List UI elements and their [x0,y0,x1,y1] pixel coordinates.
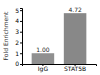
y-tick-label: 1 [15,50,19,57]
y-tick: 1 [15,50,22,57]
y-axis-line [20,9,23,65]
y-tick-label: 2 [15,39,19,46]
y-tick: 3 [15,28,22,35]
y-tick-label: 3 [15,28,19,35]
bar [32,53,55,64]
x-tick: STAT5B [64,64,86,72]
y-tick-label: 4 [15,17,19,24]
x-tick-label: STAT5B [64,65,86,72]
y-tick: 5 [15,7,22,14]
y-tick-mark [20,21,22,22]
x-tick-label: IgG [38,65,49,73]
y-axis-title: Fold Enrichment [2,11,9,60]
plot: 0 1 2 3 4 5 IgG STAT5B 1.00 4.72 [15,6,96,74]
data-label: 1.00 [36,46,50,53]
y-tick: 4 [15,17,22,24]
y-tick: 0 [15,60,22,67]
data-label: 4.72 [68,6,82,13]
y-tick-mark [20,32,22,33]
y-axis: 0 1 2 3 4 5 [15,7,22,68]
bar [64,13,87,64]
y-tick-label: 0 [15,60,19,67]
data-labels: 1.00 4.72 [36,6,82,53]
y-tick-label: 5 [15,7,19,14]
y-tick-mark [20,10,22,11]
y-tick: 2 [15,39,22,46]
chart: 0 1 2 3 4 5 IgG STAT5B 1.00 4.72 Fold Enrichment [0,0,100,75]
x-tick: IgG [38,64,49,73]
y-tick-mark [20,53,22,54]
y-tick-mark [20,64,22,65]
bars [32,13,87,64]
x-axis: IgG STAT5B [23,64,97,73]
y-tick-mark [20,42,22,43]
